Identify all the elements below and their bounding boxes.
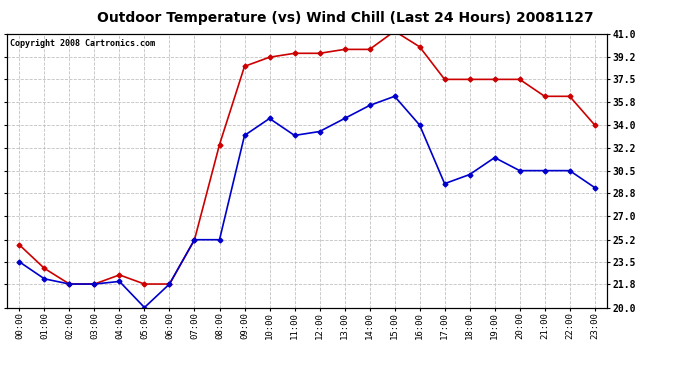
Text: Copyright 2008 Cartronics.com: Copyright 2008 Cartronics.com <box>10 39 155 48</box>
Text: Outdoor Temperature (vs) Wind Chill (Last 24 Hours) 20081127: Outdoor Temperature (vs) Wind Chill (Las… <box>97 11 593 25</box>
